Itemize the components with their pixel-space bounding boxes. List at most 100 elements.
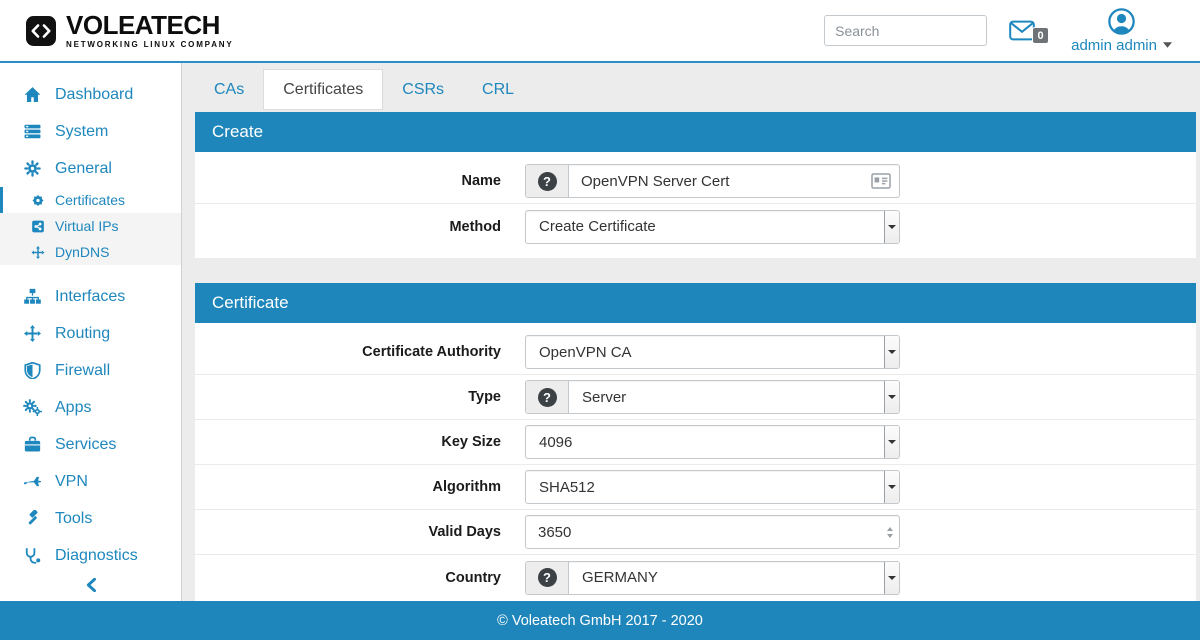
sidebar-item-general[interactable]: General [0,150,181,187]
brand-tagline: NETWORKING LINUX COMPANY [66,40,234,49]
panel-body: Name? Method Create Certificate [195,152,1196,258]
tab-label: CSRs [402,80,445,98]
valid-days-input[interactable] [526,516,881,548]
method-select-dropdown-button[interactable] [884,210,899,243]
share-square-icon [31,220,45,233]
sidebar-item-label: System [55,122,109,140]
sidebar-item-dyndns[interactable]: DynDNS [0,239,181,265]
type-select[interactable]: ? Server [525,380,900,414]
sidebar-item-interfaces[interactable]: Interfaces [0,278,181,315]
panel-header: Certificate [195,283,1196,323]
method-select[interactable]: Create Certificate [525,209,900,244]
valid-days-stepper[interactable] [881,516,899,548]
country-select-dropdown-button[interactable] [884,561,899,594]
sidebar-item-tools[interactable]: Tools [0,500,181,537]
algorithm-select-dropdown-button[interactable] [884,471,899,503]
sidebar-item-system[interactable]: System [0,113,181,150]
certificate-authority-select-dropdown-button[interactable] [884,336,899,368]
code-icon [26,15,56,46]
briefcase-icon [23,436,42,453]
sidebar-item-label: Routing [55,324,111,342]
sidebar-item-label: Services [55,435,117,453]
help-icon: ? [537,171,557,191]
help-icon: ? [537,387,557,407]
field-row-method: Method Create Certificate [195,204,1196,249]
key-size-select[interactable]: 4096 [525,425,900,459]
gear-icon [23,160,42,177]
search-input[interactable] [824,15,988,46]
sidebar-item-apps[interactable]: Apps [0,389,181,426]
name-input[interactable] [569,165,871,197]
type-help-button[interactable]: ? [526,381,569,413]
sidebar-item-firewall[interactable]: Firewall [0,352,181,389]
country-help-button[interactable]: ? [526,561,569,594]
panel-title: Certificate [212,293,289,312]
panels-container: Create Name? Method Create Certificate Cer… [195,112,1196,601]
sidebar-item-label: Dashboard [55,85,134,103]
sitemap-icon [23,288,42,305]
country-select[interactable]: ? GERMANY [525,560,900,595]
panel-title: Create [212,122,264,141]
brand-logo-block[interactable]: VOLEATECH NETWORKING LINUX COMPANY [26,12,234,49]
tab-cas[interactable]: CAs [195,69,263,110]
messages-button[interactable]: 0 [1009,17,1050,44]
panel-create: Create Name? Method Create Certificate [195,112,1196,258]
shield-icon [23,362,42,379]
field-label-name: Name [461,173,502,189]
top-header: VOLEATECH NETWORKING LINUX COMPANY 0 adm… [0,0,1200,63]
field-row-certificate-authority: Certificate Authority OpenVPN CA [195,330,1196,375]
sidebar-item-services[interactable]: Services [0,426,181,463]
caret-down-icon [1163,42,1172,48]
field-label-algorithm: Algorithm [432,479,501,495]
jet-icon [23,473,42,490]
country-select-value: GERMANY [582,569,658,586]
algorithm-select[interactable]: SHA512 [525,470,900,504]
sidebar-item-diagnostics[interactable]: Diagnostics [0,537,181,574]
sidebar-item-label: Virtual IPs [55,218,119,234]
sidebar-item-label: Apps [55,398,92,416]
panel-header: Create [195,112,1196,152]
tab-crl[interactable]: CRL [463,69,533,110]
certificate-icon [31,194,45,207]
name-help-button[interactable]: ? [526,165,569,197]
certificate-authority-select[interactable]: OpenVPN CA [525,335,900,369]
user-menu[interactable]: admin admin [1071,7,1172,54]
sidebar-collapse-button[interactable] [0,575,181,595]
gears-icon [23,399,42,416]
sidebar-item-virtual-ips[interactable]: Virtual IPs [0,213,181,239]
field-label-valid-days: Valid Days [428,524,501,540]
tab-label: Certificates [283,80,364,98]
user-avatar-icon [1108,7,1135,35]
sidebar-item-label: DynDNS [55,244,110,260]
header-right: 0 admin admin [824,7,1172,54]
field-row-country: Country? GERMANY [195,555,1196,600]
footer-bar: © Voleatech GmbH 2017 - 2020 [0,601,1200,640]
sidebar-item-label: Interfaces [55,287,126,305]
home-icon [23,86,42,103]
move-arrows-icon [31,245,45,259]
field-label-method: Method [449,218,501,235]
sidebar-item-vpn[interactable]: VPN [0,463,181,500]
sidebar-item-routing[interactable]: Routing [0,315,181,352]
messages-count-badge: 0 [1032,27,1050,44]
sidebar-item-certificates[interactable]: Certificates [0,187,181,213]
tab-certificates[interactable]: Certificates [263,69,384,110]
field-label-key-size: Key Size [441,434,501,450]
gavel-icon [23,510,42,527]
sidebar-item-label: Tools [55,509,93,527]
tab-label: CRL [482,80,515,98]
field-row-key-size: Key Size 4096 [195,420,1196,465]
main-area: Dashboard System General Certificates Vi… [0,63,1200,601]
move-arrows-icon [23,325,42,342]
key-size-select-dropdown-button[interactable] [884,426,899,458]
tab-csrs[interactable]: CSRs [383,69,463,110]
sidebar-item-label: Diagnostics [55,546,138,564]
field-row-name: Name? [195,159,1196,204]
sidebar-item-dashboard[interactable]: Dashboard [0,76,181,113]
method-select-value: Create Certificate [539,218,656,235]
type-select-dropdown-button[interactable] [884,381,899,413]
field-label-country: Country [445,569,501,586]
sidebar-item-label: General [55,159,112,177]
sidebar-item-label: Certificates [55,192,126,208]
